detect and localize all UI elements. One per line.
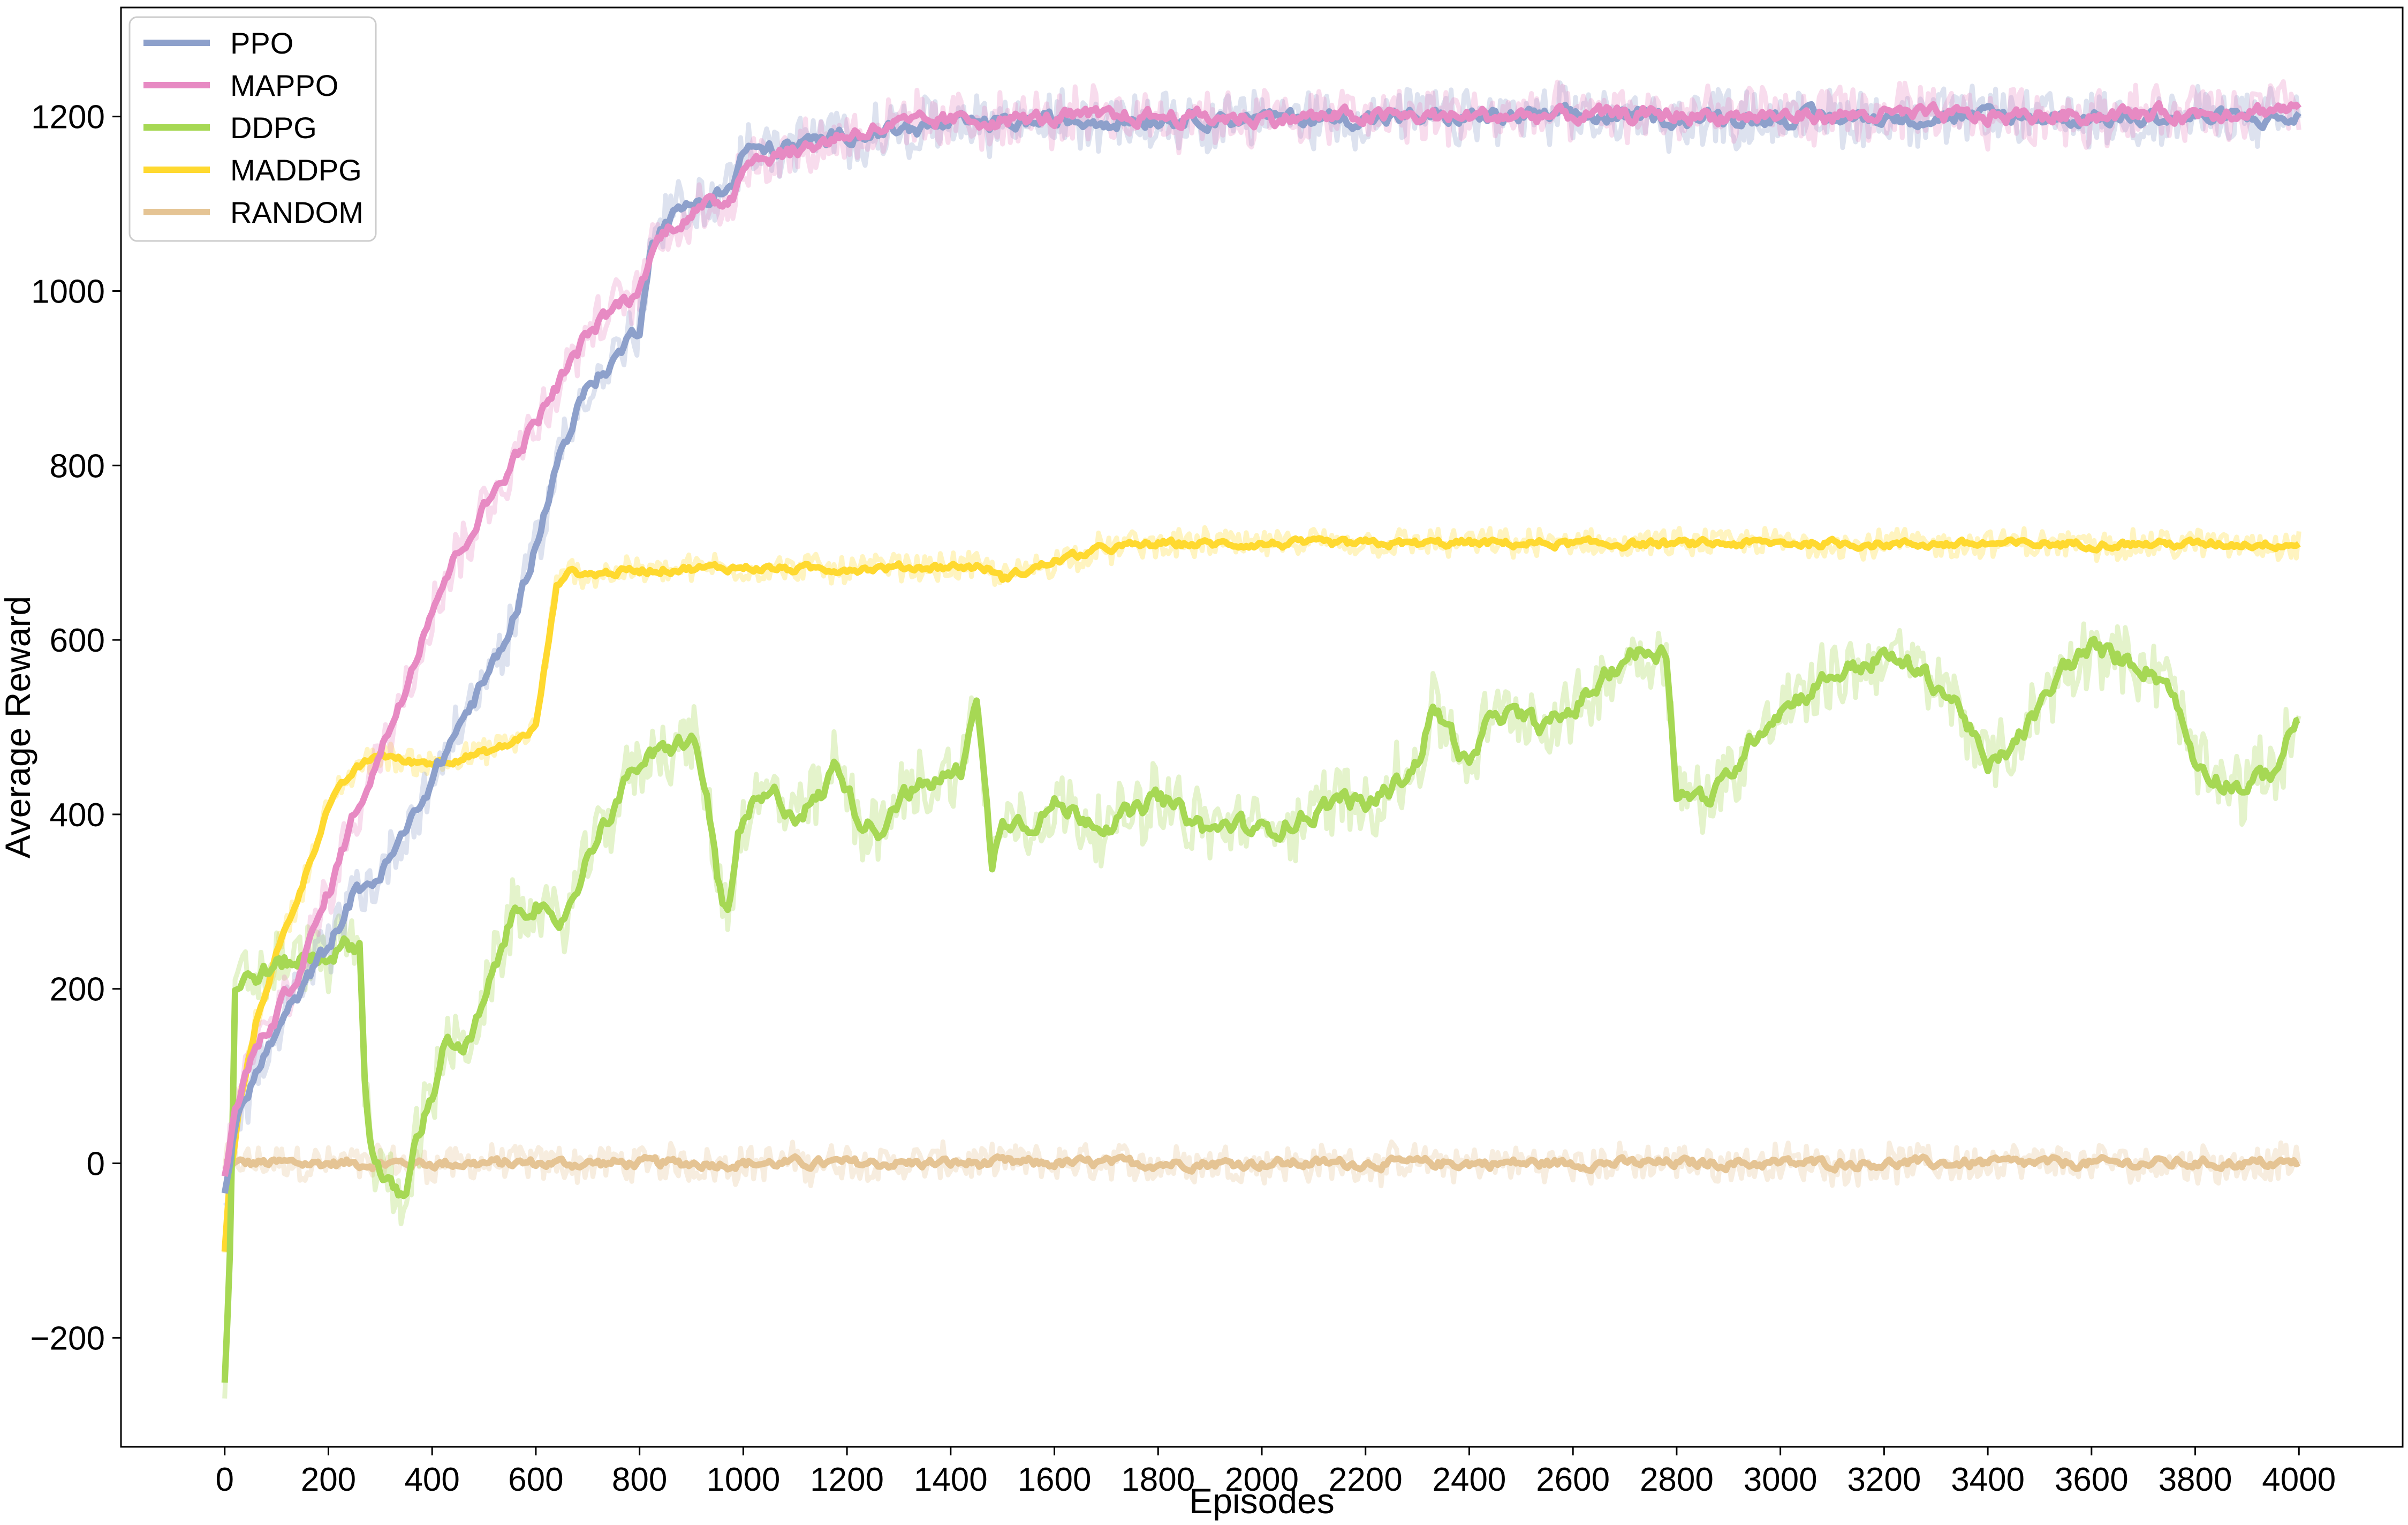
series-line-maddpg xyxy=(221,535,2301,1252)
y-axis-ticks: −200 0 200 400 600 800 1000 1200 xyxy=(30,99,121,1357)
y-tick-label: 1000 xyxy=(31,273,105,310)
legend-label-mappo: MAPPO xyxy=(230,69,338,102)
y-axis-title: Average Reward xyxy=(0,596,37,858)
x-tick-label: 0 xyxy=(215,1461,233,1498)
x-tick-label: 1800 xyxy=(1121,1461,1195,1498)
x-tick-label: 4000 xyxy=(2262,1461,2336,1498)
x-tick-label: 3000 xyxy=(1744,1461,1818,1498)
y-tick-label: 400 xyxy=(50,797,105,834)
x-tick-label: 1000 xyxy=(706,1461,780,1498)
x-tick-label: 1600 xyxy=(1018,1461,1092,1498)
x-tick-label: 200 xyxy=(301,1461,356,1498)
x-tick-label: 2600 xyxy=(1536,1461,1610,1498)
y-tick-label: 0 xyxy=(87,1146,105,1183)
x-axis-title: Episodes xyxy=(1189,1481,1335,1521)
x-tick-label: 1400 xyxy=(914,1461,988,1498)
x-tick-label: 3200 xyxy=(1847,1461,1921,1498)
series-line-random xyxy=(224,1153,2301,1175)
series-line-ddpg xyxy=(221,636,2300,1383)
legend-label-maddpg: MADDPG xyxy=(230,153,362,187)
legend: PPO MAPPO DDPG MADDPG RANDOM xyxy=(128,16,377,242)
legend-frame xyxy=(128,16,377,242)
x-tick-label: 2800 xyxy=(1640,1461,1714,1498)
x-tick-label: 3800 xyxy=(2159,1461,2232,1498)
y-tick-label: 1200 xyxy=(31,99,105,136)
y-tick-label: −200 xyxy=(30,1320,105,1357)
x-tick-label: 2400 xyxy=(1432,1461,1506,1498)
series-band-maddpg xyxy=(222,525,2301,1253)
plot-frame xyxy=(120,6,2404,1448)
x-tick-label: 2000 xyxy=(1225,1461,1299,1498)
x-tick-label: 800 xyxy=(612,1461,667,1498)
series-lines xyxy=(221,100,2302,1383)
series-line-mappo xyxy=(221,100,2302,1177)
y-tick-label: 600 xyxy=(50,622,105,659)
legend-label-random: RANDOM xyxy=(230,195,364,229)
x-axis-ticks: 0 200 400 600 800 1000 1200 1400 1600 1800 2000 220… xyxy=(215,1447,2336,1498)
legend-label-ddpg: DDPG xyxy=(230,111,317,145)
legend-label-ppo: PPO xyxy=(230,26,293,60)
x-tick-label: 600 xyxy=(508,1461,563,1498)
x-tick-label: 3400 xyxy=(1951,1461,2025,1498)
x-tick-label: 1200 xyxy=(810,1461,884,1498)
x-tick-label: 400 xyxy=(404,1461,459,1498)
y-tick-label: 800 xyxy=(50,448,105,485)
y-tick-label: 200 xyxy=(50,971,105,1008)
x-tick-label: 3600 xyxy=(2055,1461,2129,1498)
x-tick-label: 2200 xyxy=(1329,1461,1403,1498)
